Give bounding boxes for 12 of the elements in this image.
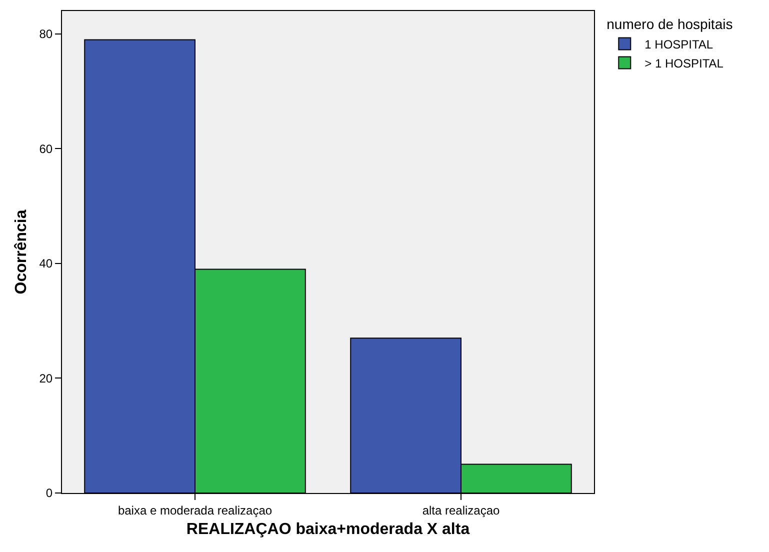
x-tick-label: baixa e moderada realizaçao [118, 503, 272, 518]
y-axis-title: Ocorrência [13, 210, 30, 294]
y-tick-label: 0 [46, 486, 53, 500]
y-tick-label: 20 [39, 371, 53, 386]
y-tick-label: 40 [39, 256, 53, 271]
legend-title: numero de hospitais [606, 16, 733, 32]
legend-label: > 1 HOSPITAL [644, 56, 724, 70]
y-tick-label: 60 [39, 142, 53, 156]
x-tick-label: alta realizaçao [422, 503, 500, 518]
y-tick-label: 80 [39, 27, 53, 42]
legend-label: 1 HOSPITAL [644, 37, 714, 52]
x-axis-title: REALIZAÇAO baixa+moderada X alta [186, 521, 470, 538]
